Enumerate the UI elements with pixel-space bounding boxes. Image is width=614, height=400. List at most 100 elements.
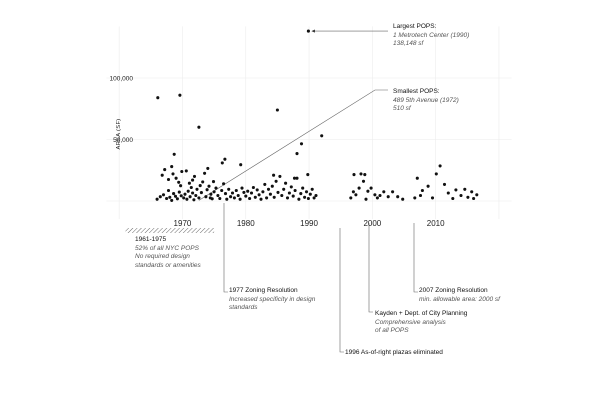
annotation-title: 1977 Zoning Resolution bbox=[229, 287, 298, 294]
data-point bbox=[192, 174, 197, 178]
data-point bbox=[201, 180, 205, 184]
data-point bbox=[463, 187, 467, 191]
annotation-1977-zoning: 1977 Zoning Resolution Increased specifi… bbox=[229, 287, 315, 313]
data-point bbox=[175, 197, 179, 201]
data-point bbox=[191, 178, 195, 182]
data-point bbox=[265, 196, 269, 200]
data-point bbox=[391, 190, 395, 194]
data-point bbox=[299, 142, 304, 146]
data-point bbox=[282, 187, 286, 191]
data-point bbox=[166, 177, 171, 182]
data-point bbox=[178, 93, 182, 97]
data-point bbox=[198, 184, 202, 188]
data-point bbox=[306, 173, 310, 177]
leader-1996-plazas bbox=[339, 228, 344, 353]
annotation-detail: 510 sf bbox=[393, 105, 411, 112]
data-point bbox=[295, 176, 299, 180]
data-point bbox=[222, 182, 226, 186]
annotation-leader-lines bbox=[198, 29, 418, 353]
data-points bbox=[155, 29, 479, 202]
data-point bbox=[396, 195, 400, 199]
data-point bbox=[349, 196, 353, 200]
data-point bbox=[229, 195, 233, 199]
data-point bbox=[253, 195, 257, 199]
data-point bbox=[285, 196, 290, 200]
data-point bbox=[357, 186, 361, 190]
data-point bbox=[251, 185, 255, 190]
data-point bbox=[188, 195, 192, 199]
annotation-detail: 1 Metrotech Center (1990) bbox=[393, 31, 470, 39]
data-point bbox=[192, 198, 196, 202]
data-point bbox=[418, 193, 423, 198]
data-point bbox=[303, 195, 307, 199]
data-point bbox=[415, 176, 419, 180]
data-point bbox=[163, 168, 167, 172]
data-point bbox=[246, 189, 250, 193]
annotation-detail: Increased specificity in design bbox=[229, 295, 316, 303]
data-point bbox=[426, 184, 430, 188]
annotation-title: 1996 As-of-right plazas eliminated bbox=[345, 349, 443, 356]
data-point bbox=[299, 192, 303, 196]
annotation-title: 1961-1975 bbox=[135, 236, 167, 243]
data-point bbox=[470, 190, 474, 194]
y-tick-label: 100,000 bbox=[110, 76, 134, 83]
data-point bbox=[174, 176, 178, 180]
data-point bbox=[386, 195, 390, 199]
grid-lines bbox=[106, 26, 512, 219]
data-point bbox=[359, 172, 363, 176]
data-point bbox=[375, 196, 379, 200]
data-point bbox=[182, 196, 186, 200]
data-point bbox=[172, 152, 176, 156]
data-point bbox=[183, 192, 187, 196]
data-point bbox=[204, 195, 208, 199]
data-point bbox=[284, 181, 288, 185]
data-point bbox=[261, 190, 265, 194]
data-point bbox=[275, 108, 279, 112]
data-point bbox=[420, 188, 424, 193]
data-point bbox=[186, 189, 190, 193]
data-point bbox=[434, 172, 438, 176]
data-point bbox=[270, 184, 274, 188]
data-point bbox=[218, 196, 222, 201]
y-axis-ticks: 100,000 50,000 bbox=[110, 76, 134, 145]
leader-arrow bbox=[311, 29, 315, 33]
data-point bbox=[446, 191, 450, 195]
data-point bbox=[268, 192, 272, 196]
data-point bbox=[195, 187, 199, 191]
data-point bbox=[230, 191, 235, 195]
data-point bbox=[280, 193, 284, 198]
data-point bbox=[292, 176, 297, 180]
data-point bbox=[161, 193, 166, 197]
data-point bbox=[312, 196, 316, 200]
data-point bbox=[430, 196, 435, 200]
data-point bbox=[223, 157, 227, 161]
annotation-detail: min. allowable area: 2000 sf bbox=[419, 295, 500, 303]
annotation-kayden: Kayden + Dept. of City Planning Comprehe… bbox=[375, 310, 467, 336]
x-tick-label: 2010 bbox=[427, 219, 445, 228]
data-point bbox=[211, 180, 216, 184]
data-point bbox=[472, 196, 476, 201]
data-point bbox=[155, 197, 159, 201]
data-point bbox=[180, 169, 184, 174]
data-point bbox=[364, 197, 368, 201]
data-point bbox=[240, 186, 244, 190]
annotation-detail: 138,148 sf bbox=[393, 40, 424, 47]
data-point bbox=[451, 196, 455, 201]
data-point bbox=[310, 187, 314, 191]
data-point bbox=[249, 191, 254, 195]
data-point bbox=[199, 191, 203, 195]
data-point bbox=[297, 197, 301, 201]
data-point bbox=[257, 193, 261, 197]
data-point bbox=[413, 196, 417, 200]
data-point bbox=[272, 173, 276, 177]
data-point bbox=[361, 179, 366, 183]
annotation-2007-zoning: 2007 Zoning Resolution min. allowable ar… bbox=[419, 287, 500, 304]
data-point bbox=[293, 188, 297, 193]
data-point bbox=[160, 173, 164, 177]
annotation-title: Smallest POPS: bbox=[393, 88, 440, 95]
data-point bbox=[185, 197, 189, 201]
data-point bbox=[225, 197, 229, 201]
annotation-title: Kayden + Dept. of City Planning bbox=[375, 310, 468, 317]
data-point bbox=[227, 187, 231, 191]
